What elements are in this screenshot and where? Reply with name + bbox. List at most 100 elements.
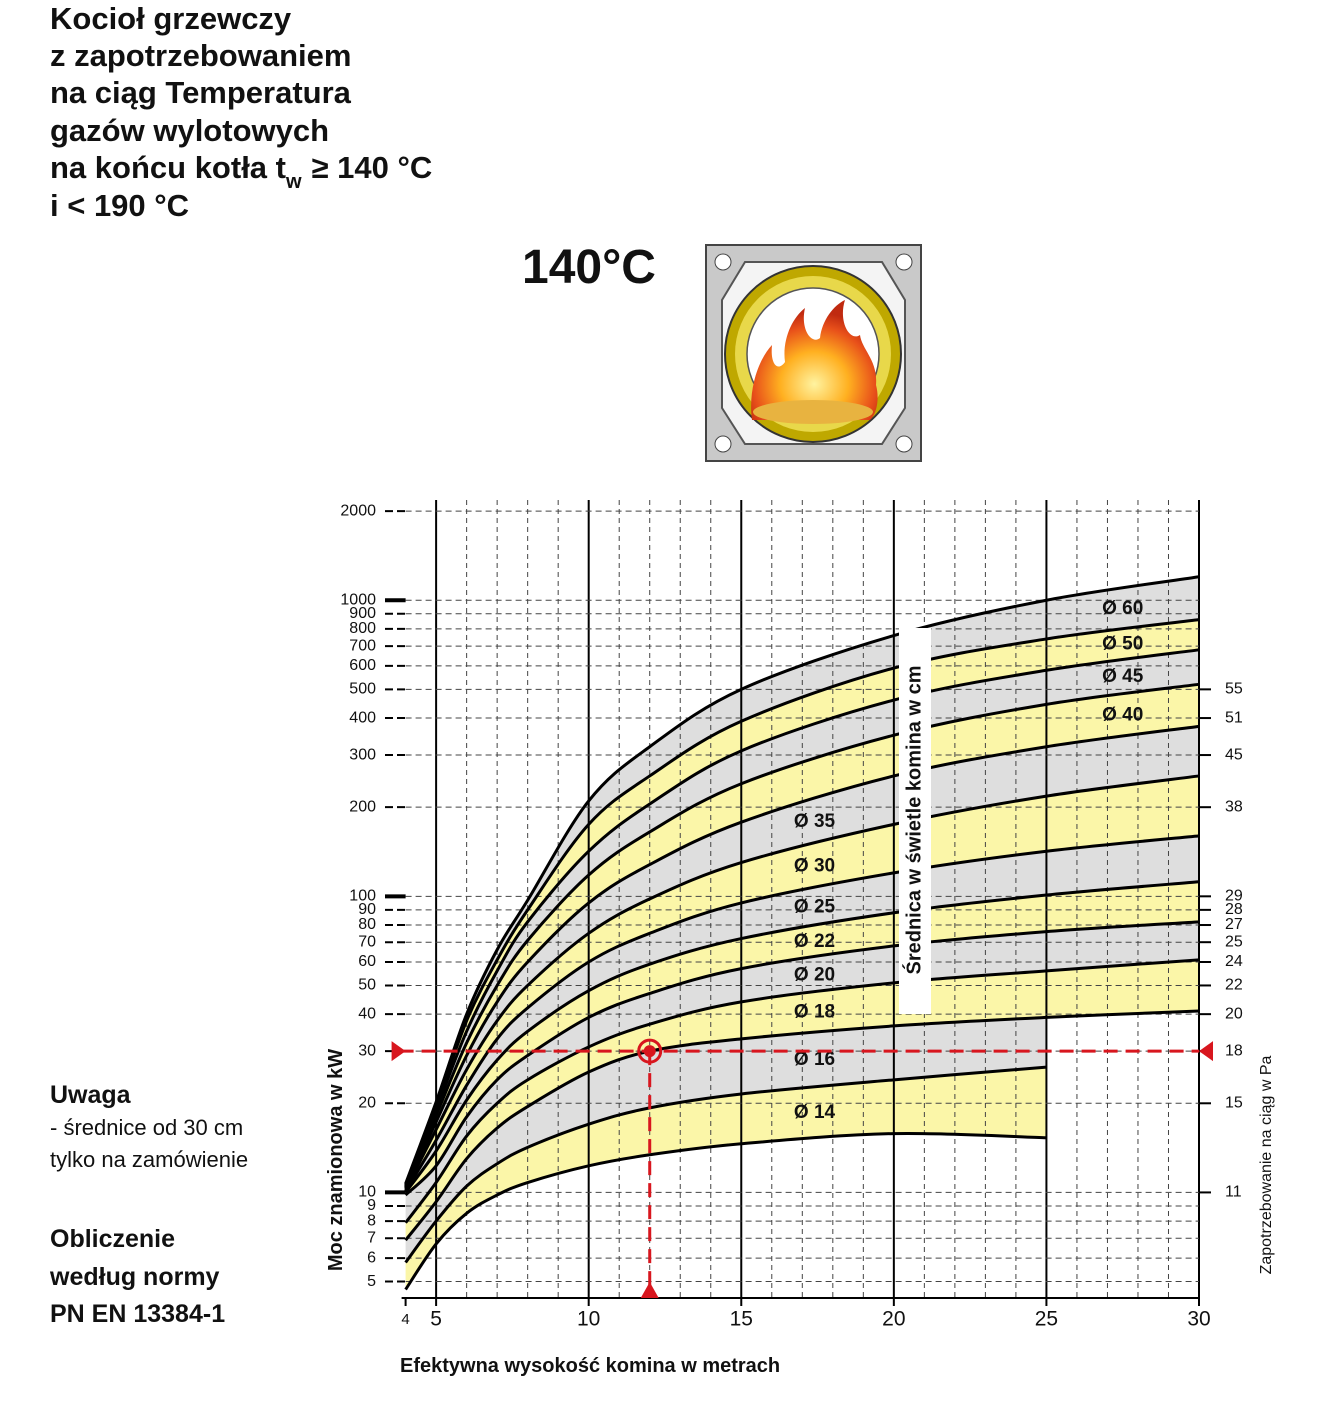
y-tick-label: 300 — [349, 746, 376, 763]
band-label: Ø 18 — [794, 1002, 835, 1023]
y-tick-label: 700 — [349, 637, 376, 654]
curve — [404, 920, 1200, 1197]
x-tick-label: 4 — [401, 1311, 409, 1328]
y2-tick-label: 28 — [1225, 901, 1243, 918]
y2-tick-label: 29 — [1225, 888, 1243, 905]
y-tick-label: 2000 — [340, 502, 376, 519]
title-line: na ciąg Temperatura — [50, 75, 352, 110]
y-tick-label: 8 — [367, 1212, 376, 1229]
band-label: Ø 20 — [794, 964, 835, 985]
example-arrow — [1199, 1041, 1213, 1062]
title-sub: w — [285, 171, 302, 193]
y-axis-title: Moc znamionowa w kW — [325, 1049, 347, 1271]
y2-tick-label: 45 — [1225, 746, 1243, 763]
icon-embers — [753, 400, 873, 424]
band-fill — [405, 921, 1200, 1223]
y-tick-label: 9 — [367, 1197, 376, 1214]
curve — [404, 724, 1200, 1190]
y-tick-label: 40 — [358, 1005, 376, 1022]
x-tick-label: 30 — [1187, 1308, 1210, 1331]
band-label: Ø 40 — [1102, 704, 1143, 725]
diameter-label: Średnica w świetle komina w cm — [901, 665, 925, 974]
y2-tick-label: 24 — [1225, 953, 1243, 970]
note-line: - średnice od 30 cm — [50, 1115, 243, 1140]
y2-tick-label: 18 — [1225, 1042, 1243, 1059]
band-fill — [405, 1017, 1047, 1263]
curves — [404, 575, 1200, 1291]
example-ring — [637, 1038, 663, 1064]
y-tick-label: 600 — [349, 657, 376, 674]
y-tick-label: 800 — [349, 620, 376, 637]
curve — [404, 618, 1200, 1186]
y2-tick-label: 27 — [1225, 916, 1243, 933]
overlay: 4 5 10 15 20 25 302000100090080070060050040030… — [325, 502, 1275, 1377]
calc-line: Obliczenie — [50, 1225, 175, 1253]
curve — [404, 648, 1200, 1187]
note-line: tylko na zamówienie — [50, 1147, 248, 1172]
band-label: Ø 22 — [794, 931, 835, 952]
chart: 4 5 10 15 20 25 302000100090080070060050040030… — [325, 500, 1275, 1377]
y-tick-label: 1000 — [340, 591, 376, 608]
y2-tick-label: 15 — [1225, 1095, 1243, 1112]
curve — [404, 1131, 1047, 1291]
y2-tick-label: 11 — [1225, 1184, 1242, 1201]
y-tick-label: 900 — [349, 605, 376, 622]
title-part: na końcu kotła t — [50, 150, 286, 185]
y-tick-label: 10 — [358, 1184, 376, 1201]
y-tick-label: 400 — [349, 709, 376, 726]
band-fill — [405, 1067, 1047, 1290]
y2-tick-label: 25 — [1225, 933, 1243, 950]
icon-bolt — [714, 253, 732, 271]
band-label: Ø 14 — [794, 1102, 836, 1123]
title-line: z zapotrzebowaniem — [50, 38, 351, 73]
icon-bolt — [895, 435, 913, 453]
y2-tick-label: 20 — [1225, 1005, 1243, 1022]
example-point — [643, 1045, 656, 1058]
x-tick-label: 20 — [882, 1308, 905, 1331]
header: Kocioł grzewczy z zapotrzebowaniem na ci… — [50, 1, 656, 294]
icon-flame — [751, 300, 878, 420]
curve — [404, 774, 1200, 1191]
band-label: Ø 16 — [794, 1049, 835, 1070]
y2-tick-label: 51 — [1225, 709, 1243, 726]
band-fill — [405, 775, 1200, 1192]
y-tick-label: 6 — [367, 1249, 376, 1266]
boiler-icon — [705, 244, 922, 462]
band-fill — [405, 684, 1200, 1189]
y-tick-label: 20 — [358, 1095, 376, 1112]
x-tick-label: 15 — [730, 1308, 753, 1331]
title-line: i < 190 °C — [50, 188, 189, 223]
y2-tick-label: 55 — [1225, 681, 1243, 698]
icon-bolt — [714, 435, 732, 453]
curve — [404, 1065, 1047, 1264]
band-label: Ø 25 — [794, 896, 836, 917]
y-tick-label: 100 — [349, 888, 376, 905]
curve — [404, 575, 1200, 1185]
y-tick-label: 90 — [358, 901, 376, 918]
title-line: gazów wylotowych — [50, 113, 329, 148]
notes: Uwaga - średnice od 30 cm tylko na zamów… — [49, 1081, 248, 1328]
x-tick-label: 5 — [430, 1308, 442, 1331]
calc-line: według normy — [49, 1263, 220, 1291]
band-label: Ø 35 — [794, 811, 836, 832]
y-tick-label: 500 — [349, 681, 376, 698]
x-tick-label: 25 — [1035, 1308, 1058, 1331]
band-label: Ø 60 — [1102, 598, 1143, 619]
x-tick-label: 10 — [577, 1308, 600, 1331]
band-fill — [405, 649, 1200, 1188]
diameter-label-box — [899, 628, 931, 1014]
y-tick-label: 70 — [358, 933, 376, 950]
example-arrow — [640, 1282, 659, 1298]
curve — [404, 958, 1200, 1224]
band-label: Ø 45 — [1102, 666, 1144, 687]
band-label: Ø 50 — [1102, 634, 1143, 655]
y-tick-label: 30 — [358, 1042, 376, 1059]
y-tick-label: 200 — [349, 798, 376, 815]
temperature: 140°C — [522, 241, 656, 294]
example-arrow — [391, 1041, 406, 1062]
y-tick-label: 5 — [367, 1273, 376, 1290]
y-tick-label: 60 — [358, 953, 376, 970]
y-tick-label: 50 — [358, 977, 376, 994]
curve — [404, 834, 1200, 1192]
